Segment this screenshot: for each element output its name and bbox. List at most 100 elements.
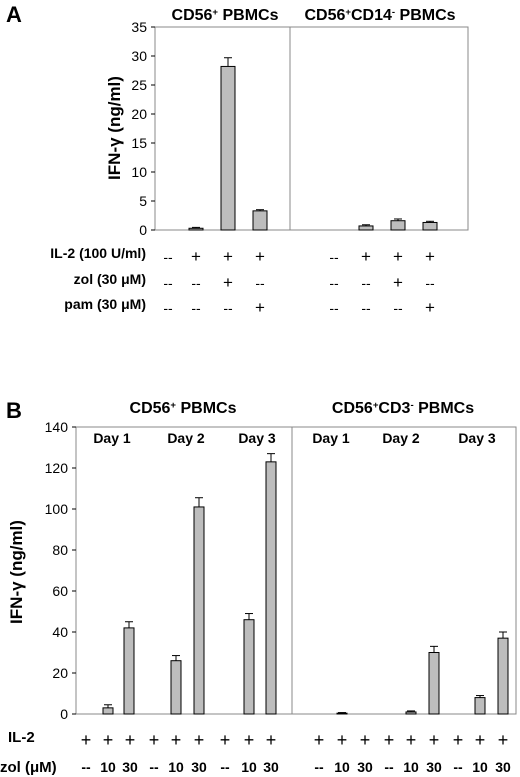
panel-a-condition-value: -- — [361, 275, 371, 291]
panel-b-day-label: Day 2 — [167, 430, 205, 446]
panel-b-y-tick-label: 0 — [60, 706, 68, 722]
panel-b-day-label: Day 3 — [238, 430, 276, 446]
panel-b-zol-value: -- — [81, 759, 91, 775]
panel-a-group-title: CD56+CD14- PBMCs — [304, 7, 455, 25]
panel-b-y-tick-label: 20 — [52, 665, 68, 681]
panel-b-il2-value: + — [475, 730, 486, 750]
panel-a-condition-label: zol (30 μM) — [74, 271, 146, 287]
panel-b-il2-value: + — [384, 730, 395, 750]
panel-b-il2-value: + — [171, 730, 182, 750]
panel-b-error-bar — [338, 712, 346, 714]
panel-b-il2-value: + — [149, 730, 160, 750]
panel-b-bar — [102, 707, 114, 715]
panel-b-bar — [170, 660, 182, 715]
panel-b-il2-value: + — [125, 730, 136, 750]
panel-b-error-bar — [245, 613, 253, 620]
panel-b-day-label: Day 2 — [382, 430, 420, 446]
panel-a-condition-value: + — [255, 298, 265, 317]
panel-b-error-bar — [195, 497, 203, 507]
panel-b-zol-value: 10 — [100, 759, 116, 775]
panel-b-y-tick-label: 120 — [45, 460, 69, 476]
panel-a-error-bar — [426, 220, 434, 223]
panel-a-condition-value: -- — [163, 249, 173, 265]
panel-a-y-tick-label: 30 — [131, 48, 147, 64]
panel-b-il2-value: + — [406, 730, 417, 750]
panel-b-error-bar — [267, 453, 275, 462]
panel-a-condition-value: + — [223, 247, 233, 266]
panel-b-il2-label: IL-2 — [8, 729, 35, 746]
panel-a-error-bar — [256, 209, 264, 211]
panel-a-bar — [390, 220, 406, 231]
panel-a-condition-value: + — [223, 273, 233, 292]
panel-letter-b: B — [6, 398, 22, 423]
panel-b-zol-value: 10 — [403, 759, 419, 775]
panel-b-zol-value: 10 — [334, 759, 350, 775]
panel-b-bar — [193, 506, 205, 715]
panel-a-condition-label: IL-2 (100 U/ml) — [50, 245, 146, 261]
panel-b-zol-value: 10 — [168, 759, 184, 775]
panel-a-bar — [188, 227, 204, 231]
panel-b-bar — [474, 697, 486, 715]
panel-b-error-bar — [125, 621, 133, 628]
panel-b-day-label: Day 1 — [93, 430, 131, 446]
panel-b-error-bar — [104, 704, 112, 708]
panel-b-il2-value: + — [244, 730, 255, 750]
panel-a-y-tick-label: 0 — [139, 222, 147, 238]
panel-b-error-bar — [172, 655, 180, 661]
panel-a-bar — [422, 221, 438, 231]
panel-b-bar — [123, 627, 135, 715]
panel-letter-a: A — [6, 2, 22, 27]
panel-a-condition-value: -- — [255, 275, 265, 291]
panel-a-condition-value: -- — [361, 300, 371, 316]
panel-b-zol-value: 10 — [472, 759, 488, 775]
panel-b-zol-value: -- — [453, 759, 463, 775]
panel-a-plot-area — [154, 26, 469, 231]
panel-a-bar — [220, 65, 236, 231]
panel-b-zol-value: -- — [149, 759, 159, 775]
panel-a-group-title: CD56+ PBMCs — [172, 7, 279, 25]
panel-b-y-tick-label: 100 — [45, 501, 69, 517]
panel-a-condition-value: + — [425, 247, 435, 266]
panel-a-y-tick-label: 35 — [131, 19, 147, 35]
panel-a-error-bar — [192, 226, 200, 229]
panel-a-condition-value: + — [361, 247, 371, 266]
panel-a-y-tick-label: 5 — [139, 193, 147, 209]
panel-b-y-tick-label: 80 — [52, 542, 68, 558]
panel-b-zol-value: -- — [384, 759, 394, 775]
panel-b-y-tick-label: 140 — [45, 419, 69, 435]
panel-b-bar — [497, 637, 509, 715]
panel-a-condition-value: + — [393, 247, 403, 266]
panel-b-il2-value: + — [337, 730, 348, 750]
panel-a-condition-value: -- — [191, 275, 201, 291]
panel-b-zol-value: 30 — [191, 759, 207, 775]
panel-a-condition-value: -- — [329, 300, 339, 316]
panel-a: IFN-γ (ng/ml) 0 5 10 15 20 25 30 35 CD56+ PBMCs… — [50, 7, 469, 317]
panel-a-error-bar — [362, 224, 370, 226]
panel-b-il2-value: + — [266, 730, 277, 750]
panel-a-error-bar — [394, 218, 402, 221]
panel-b-bar — [405, 711, 417, 715]
panel-b-error-bar — [407, 710, 415, 712]
panel-b-il2-value: + — [81, 730, 92, 750]
panel-a-condition-value: + — [425, 298, 435, 317]
panel-b-il2-value: + — [314, 730, 325, 750]
panel-a-condition-value: -- — [329, 275, 339, 291]
panel-a-condition-value: -- — [223, 300, 233, 316]
panel-b-y-tick-label: 40 — [52, 624, 68, 640]
panel-a-condition-value: -- — [163, 275, 173, 291]
panel-b-y-axis-label: IFN-γ (ng/ml) — [7, 520, 26, 624]
panel-b-bar — [336, 712, 348, 715]
panel-b-il2-value: + — [498, 730, 509, 750]
panel-a-y-axis-label: IFN-γ (ng/ml) — [105, 76, 124, 180]
panel-b-error-bar — [476, 695, 484, 698]
panel-b-il2-value: + — [360, 730, 371, 750]
panel-b: IFN-γ (ng/ml) IL-2 zol (μM) 0 20 40 60 80 100… — [0, 400, 517, 776]
panel-b-il2-value: + — [220, 730, 231, 750]
panel-a-condition-value: -- — [191, 300, 201, 316]
panel-b-group-title: CD56+CD3- PBMCs — [332, 400, 474, 418]
panel-a-condition-value: -- — [393, 300, 403, 316]
panel-a-y-tick-label: 25 — [131, 77, 147, 93]
panel-b-y-tick-label: 60 — [52, 583, 68, 599]
panel-b-day-label: Day 3 — [458, 430, 496, 446]
panel-a-condition-value: + — [393, 273, 403, 292]
